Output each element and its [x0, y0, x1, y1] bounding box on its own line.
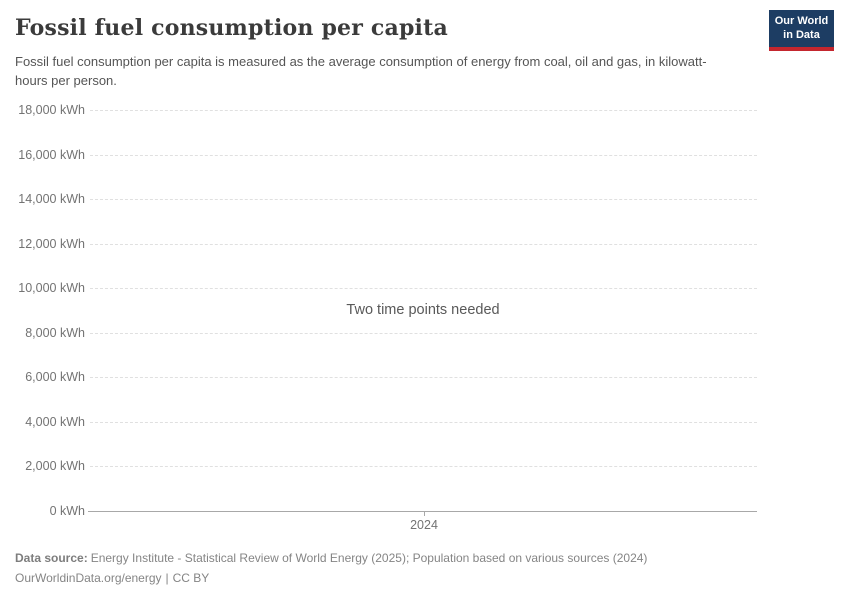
- gridline: [90, 466, 757, 468]
- chart-plot-area: 18,000 kWh 16,000 kWh 14,000 kWh 12,000 kWh…: [0, 103, 850, 540]
- owid-logo: Our World in Data: [769, 10, 834, 51]
- y-axis-tick-label: 18,000 kWh: [18, 103, 85, 117]
- gridline: [90, 288, 757, 290]
- chart-title: Fossil fuel consumption per capita: [15, 15, 448, 41]
- data-source-label: Data source:: [15, 551, 88, 565]
- y-axis-tick-label: 10,000 kWh: [18, 281, 85, 296]
- data-source-text[interactable]: Energy Institute - Statistical Review of…: [90, 551, 648, 565]
- gridline: [90, 332, 757, 334]
- footer-separator: |: [165, 571, 169, 585]
- y-axis-tick-label: 4,000 kWh: [25, 414, 85, 429]
- y-axis-tick-label: 0 kWh: [49, 504, 85, 518]
- y-axis-tick-label: 16,000 kWh: [18, 147, 85, 162]
- owid-logo-line1: Our World: [774, 15, 829, 27]
- gridline: [90, 154, 757, 156]
- gridline: [90, 110, 757, 111]
- license-text: CC BY: [172, 571, 210, 585]
- gridline: [90, 199, 757, 201]
- y-axis-tick-label: 8,000 kWh: [25, 325, 85, 340]
- chart-footer: Data source: Energy Institute - Statistic…: [15, 548, 835, 588]
- y-axis-tick-label: 2,000 kWh: [25, 459, 85, 474]
- y-axis-tick-label: 14,000 kWh: [18, 192, 85, 207]
- x-axis-baseline: [88, 511, 757, 512]
- gridline: [90, 243, 757, 245]
- y-axis-tick-label: 12,000 kWh: [18, 236, 85, 251]
- data-source-line: Data source: Energy Institute - Statistic…: [15, 548, 835, 568]
- gridline: [90, 377, 757, 379]
- empty-state-message: Two time points needed: [346, 302, 500, 318]
- y-axis-tick-label: 6,000 kWh: [25, 370, 85, 385]
- gridline: [90, 421, 757, 423]
- x-axis-tick-label: 2024: [410, 518, 438, 532]
- license-line: OurWorldinData.org/energy | CC BY: [15, 568, 835, 588]
- owid-logo-line2: in Data: [783, 29, 820, 41]
- chart-subtitle: Fossil fuel consumption per capita is me…: [15, 54, 707, 88]
- x-axis-tick-mark: [424, 511, 425, 516]
- owid-url-link[interactable]: OurWorldinData.org/energy: [15, 571, 162, 585]
